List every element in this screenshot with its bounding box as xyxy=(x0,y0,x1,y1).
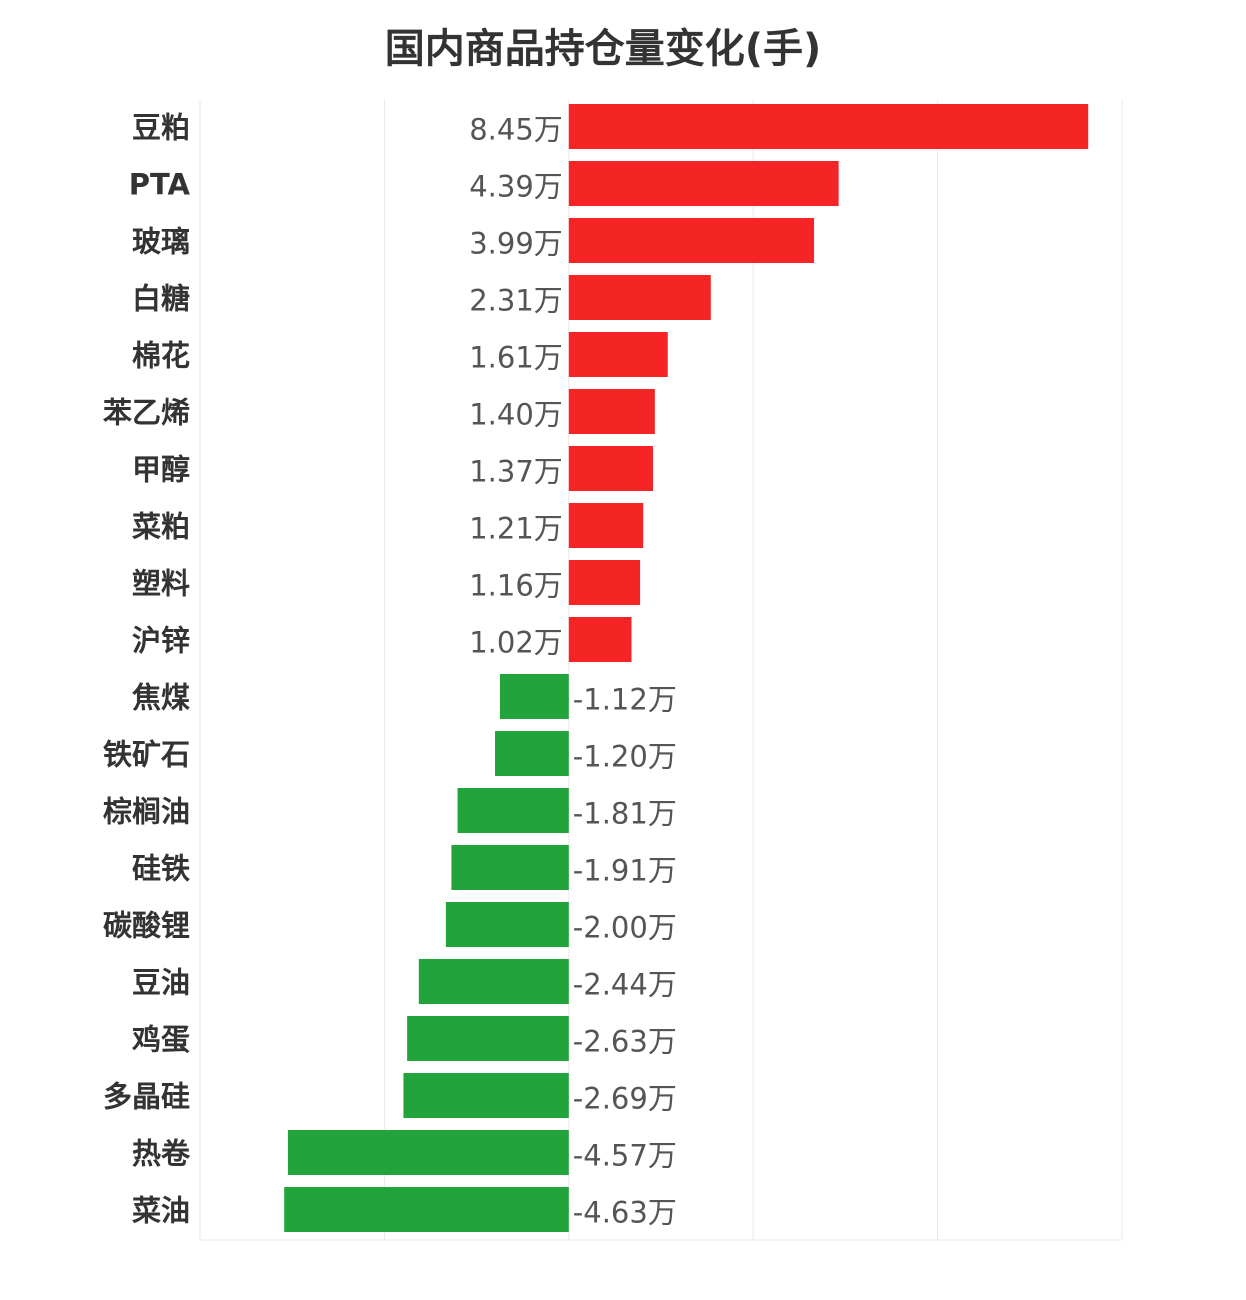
category-label: 玻璃 xyxy=(132,225,190,259)
bar xyxy=(451,845,569,890)
bar xyxy=(568,617,632,662)
data-label: -4.57万 xyxy=(573,1139,677,1173)
category-label: 硅铁 xyxy=(132,852,190,886)
chart-title: 国内商品持仓量变化(手) xyxy=(385,26,822,72)
bar xyxy=(568,218,815,263)
category-label: 豆油 xyxy=(132,966,190,1000)
category-label: 棉花 xyxy=(132,339,190,373)
category-label: 热卷 xyxy=(132,1137,191,1171)
data-label: 1.37万 xyxy=(469,455,563,489)
bar xyxy=(568,104,1089,149)
bar xyxy=(568,332,668,377)
data-label: -1.91万 xyxy=(573,854,677,888)
bar xyxy=(407,1016,569,1061)
data-label: -1.81万 xyxy=(573,797,677,831)
bar xyxy=(568,560,641,605)
bar xyxy=(568,161,839,206)
category-label: 塑料 xyxy=(132,567,190,601)
bar xyxy=(284,1187,569,1232)
data-label: -1.20万 xyxy=(573,740,677,774)
data-label: -1.12万 xyxy=(573,683,677,717)
category-label: 菜粕 xyxy=(132,510,190,544)
data-label: 1.16万 xyxy=(469,569,563,603)
data-label: -2.63万 xyxy=(573,1025,677,1059)
category-label: 焦煤 xyxy=(132,681,190,715)
bars xyxy=(284,104,1089,1232)
category-label: 苯乙烯 xyxy=(103,396,190,430)
bar xyxy=(568,275,711,320)
bar xyxy=(445,902,569,947)
data-label: -2.69万 xyxy=(573,1082,677,1116)
bar xyxy=(418,959,569,1004)
category-label: 菜油 xyxy=(132,1194,190,1228)
data-label: 1.40万 xyxy=(469,398,563,432)
data-label: -2.44万 xyxy=(573,968,677,1002)
bar xyxy=(287,1130,569,1175)
category-label: 沪锌 xyxy=(132,624,190,658)
bar xyxy=(568,503,644,548)
bar xyxy=(568,446,654,491)
category-label: 豆粕 xyxy=(132,111,190,145)
data-label: 8.45万 xyxy=(469,113,563,147)
data-label: 1.02万 xyxy=(469,626,563,660)
data-label: -4.63万 xyxy=(573,1196,677,1230)
category-label: 多晶硅 xyxy=(103,1080,190,1114)
category-label: 碳酸锂 xyxy=(103,909,190,943)
category-label: 白糖 xyxy=(132,282,190,316)
data-label: 4.39万 xyxy=(469,170,563,204)
category-label: 甲醇 xyxy=(132,453,190,487)
category-label: 鸡蛋 xyxy=(132,1023,190,1057)
grid-lines xyxy=(199,100,1123,1241)
bar xyxy=(495,731,569,776)
bar xyxy=(568,389,655,434)
category-label: PTA xyxy=(129,168,191,202)
category-label: 铁矿石 xyxy=(103,738,190,772)
bar xyxy=(457,788,569,833)
data-label: 1.21万 xyxy=(469,512,563,546)
bar xyxy=(403,1073,569,1118)
bar xyxy=(499,674,569,719)
data-label: 1.61万 xyxy=(469,341,563,375)
category-label: 棕榈油 xyxy=(103,795,190,829)
data-label: 2.31万 xyxy=(469,284,563,318)
data-label: 3.99万 xyxy=(469,227,563,261)
data-label: -2.00万 xyxy=(573,911,677,945)
